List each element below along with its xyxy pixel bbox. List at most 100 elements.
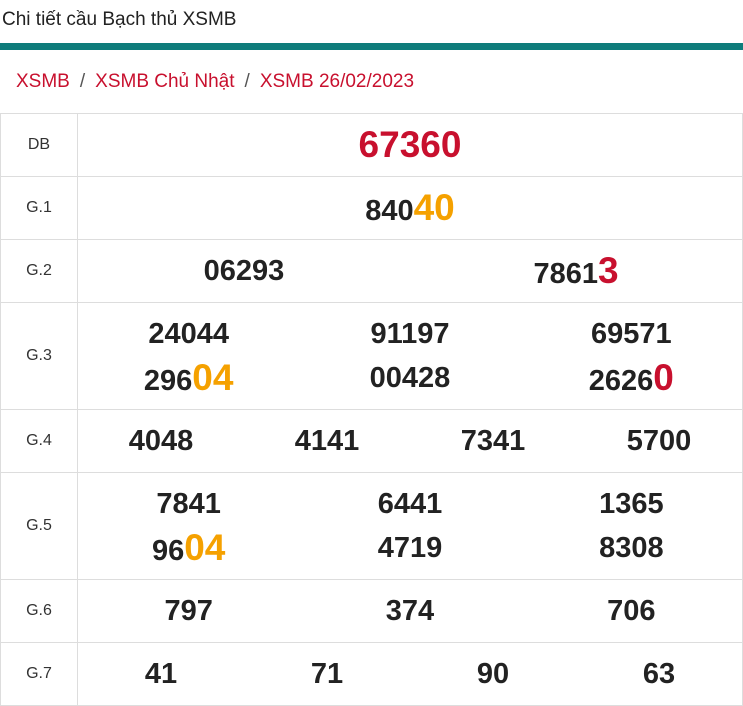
prize-label: G.5 [0, 472, 78, 580]
number-part: 840 [365, 195, 414, 227]
prize-label: G.4 [0, 409, 78, 473]
number-part: 24044 [148, 317, 229, 350]
number-part: 0 [653, 357, 674, 398]
prize-row: G.2 06293 78613 [0, 239, 743, 303]
number-part: 40 [413, 187, 455, 228]
lottery-number: 91197 [299, 318, 520, 351]
breadcrumb-separator: / [244, 71, 250, 92]
number-part: 4719 [377, 531, 443, 564]
number-line: 06293 78613 [78, 249, 742, 293]
prize-row: G.1 84040 [0, 176, 743, 240]
lottery-number: 41 [78, 658, 244, 691]
number-part: 4048 [128, 424, 194, 457]
prize-numbers: 24044 91197 69571 29604 00428 26260 [77, 302, 743, 410]
lottery-number: 29604 [78, 357, 299, 399]
lottery-number: 8308 [521, 532, 742, 565]
lottery-number: 26260 [521, 357, 742, 399]
lottery-number: 7341 [410, 425, 576, 458]
lottery-number: 374 [299, 595, 520, 628]
number-part: 2626 [588, 365, 654, 397]
number-part: 04 [184, 527, 226, 568]
number-part: 706 [607, 594, 656, 627]
breadcrumb-separator: / [79, 71, 86, 92]
breadcrumb-link[interactable]: XSMB 26/02/2023 [259, 71, 415, 92]
number-line: 24044 91197 69571 [78, 312, 742, 356]
lottery-number: 1365 [521, 488, 742, 521]
prize-label: DB [0, 113, 78, 177]
number-part: 41 [144, 657, 178, 690]
number-part: 00428 [369, 361, 451, 394]
lottery-number: 6441 [299, 488, 520, 521]
number-line: 41 71 90 63 [78, 652, 742, 696]
lottery-number: 90 [410, 658, 576, 691]
number-part: 7861 [533, 258, 598, 290]
lottery-number: 706 [521, 595, 742, 628]
lottery-number: 69571 [521, 318, 742, 351]
lottery-number: 84040 [78, 187, 742, 229]
number-part: 7341 [460, 424, 526, 457]
number-part: 4141 [294, 424, 360, 457]
page-title: Chi tiết cầu Bạch thủ XSMB [2, 9, 237, 30]
number-part: 96 [151, 535, 185, 567]
number-part: 67360 [358, 124, 462, 165]
prize-row: G.5 7841 6441 1365 9604 4719 8308 [0, 472, 743, 580]
prize-row: G.3 24044 91197 69571 29604 00428 26260 [0, 302, 743, 410]
number-part: 296 [143, 365, 193, 397]
title-bar [0, 43, 743, 50]
number-part: 8308 [599, 531, 664, 564]
prize-label: G.1 [0, 176, 78, 240]
number-part: 90 [476, 657, 510, 690]
prize-row: G.7 41 71 90 63 [0, 642, 743, 706]
number-line: 29604 00428 26260 [78, 356, 742, 400]
prize-label: G.2 [0, 239, 78, 303]
lottery-number: 797 [78, 595, 299, 628]
lottery-number: 4719 [299, 532, 520, 565]
number-part: 63 [642, 657, 676, 690]
number-part: 797 [164, 594, 213, 627]
number-line: 9604 4719 8308 [78, 526, 742, 570]
lottery-number: 71 [244, 658, 410, 691]
prize-numbers: 06293 78613 [77, 239, 743, 303]
prize-numbers: 7841 6441 1365 9604 4719 8308 [77, 472, 743, 580]
prize-row: DB 67360 [0, 113, 743, 177]
number-part: 91197 [370, 317, 450, 350]
lottery-number: 4141 [244, 425, 410, 458]
lottery-number: 00428 [299, 362, 520, 395]
prize-numbers: 4048 4141 7341 5700 [77, 409, 743, 473]
number-part: 71 [310, 657, 344, 690]
number-part: 7841 [156, 487, 221, 520]
prize-numbers: 41 71 90 63 [77, 642, 743, 706]
lottery-number: 4048 [78, 425, 244, 458]
lottery-number: 63 [576, 658, 742, 691]
lottery-number: 67360 [78, 124, 742, 166]
prize-label: G.6 [0, 579, 78, 643]
breadcrumb: XSMB / XSMB Chủ Nhật / XSMB 26/02/2023 [0, 50, 743, 113]
prize-row: G.6 797 374 706 [0, 579, 743, 643]
number-part: 69571 [590, 317, 672, 350]
number-part: 5700 [626, 424, 692, 457]
breadcrumb-link[interactable]: XSMB [16, 71, 70, 92]
number-line: 84040 [78, 186, 742, 230]
lottery-number: 06293 [78, 255, 410, 288]
number-line: 797 374 706 [78, 589, 742, 633]
number-part: 6441 [377, 487, 443, 520]
lottery-number: 78613 [410, 250, 742, 292]
number-part: 3 [597, 250, 619, 291]
number-part: 04 [192, 357, 234, 398]
lottery-number: 7841 [78, 488, 299, 521]
prize-numbers: 84040 [77, 176, 743, 240]
results-table: DB 67360 G.1 84040 G.2 06293 78613 G.3 24044 9119… [0, 113, 743, 706]
breadcrumb-link[interactable]: XSMB Chủ Nhật [95, 71, 235, 92]
number-line: 7841 6441 1365 [78, 482, 742, 526]
number-line: 67360 [78, 123, 742, 167]
number-part: 374 [385, 594, 435, 627]
number-part: 1365 [599, 487, 664, 520]
prize-numbers: 67360 [77, 113, 743, 177]
lottery-number: 9604 [78, 527, 299, 569]
prize-label: G.3 [0, 302, 78, 410]
number-part: 06293 [203, 254, 285, 287]
prize-row: G.4 4048 4141 7341 5700 [0, 409, 743, 473]
prize-numbers: 797 374 706 [77, 579, 743, 643]
number-line: 4048 4141 7341 5700 [78, 419, 742, 463]
